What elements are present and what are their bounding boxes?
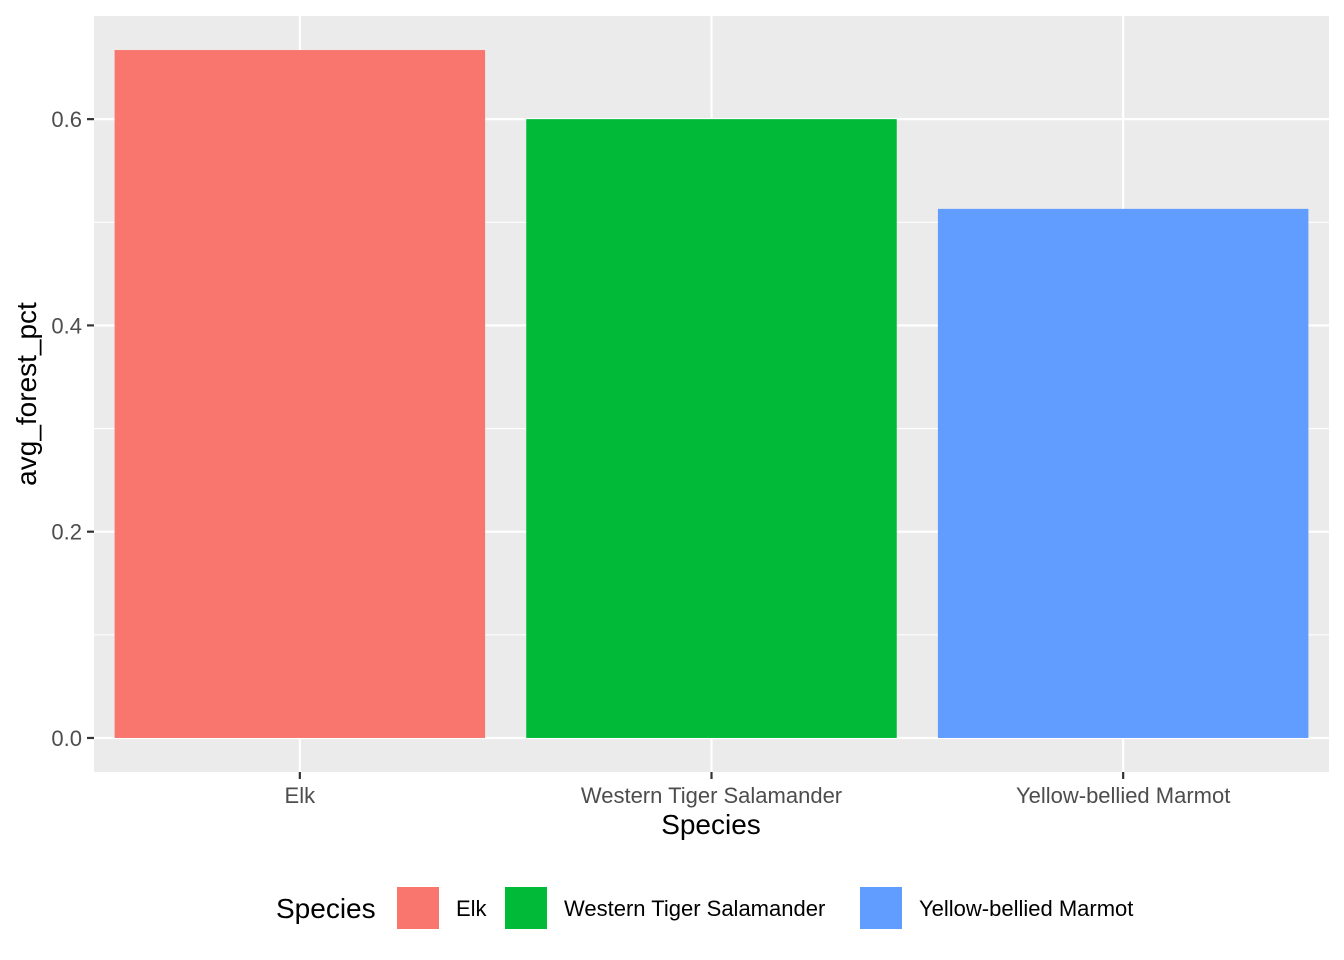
legend-key (505, 887, 547, 929)
legend-label: Western Tiger Salamander (564, 896, 825, 921)
y-tick-label: 0.6 (51, 107, 82, 132)
y-axis-title: avg_forest_pct (11, 302, 42, 486)
x-axis: Elk Western Tiger Salamander Yellow-bellie… (285, 772, 1230, 808)
legend-key (397, 887, 439, 929)
bar (937, 208, 1309, 738)
x-tick-label: Yellow-bellied Marmot (1016, 783, 1230, 808)
bars (114, 50, 1309, 738)
x-tick-label: Elk (285, 783, 317, 808)
legend-key (860, 887, 902, 929)
x-axis-title: Species (661, 809, 761, 840)
legend-label: Yellow-bellied Marmot (919, 896, 1133, 921)
legend: Species Elk Western Tiger Salamander Yello… (276, 887, 1133, 929)
bar (114, 50, 486, 738)
legend-label: Elk (456, 896, 488, 921)
y-tick-label: 0.4 (51, 313, 82, 338)
y-tick-label: 0.0 (51, 726, 82, 751)
legend-title: Species (276, 893, 376, 924)
x-tick-label: Western Tiger Salamander (581, 783, 842, 808)
y-tick-label: 0.2 (51, 520, 82, 545)
bar (526, 119, 897, 738)
y-axis: 0.0 0.2 0.4 0.6 (51, 107, 94, 751)
